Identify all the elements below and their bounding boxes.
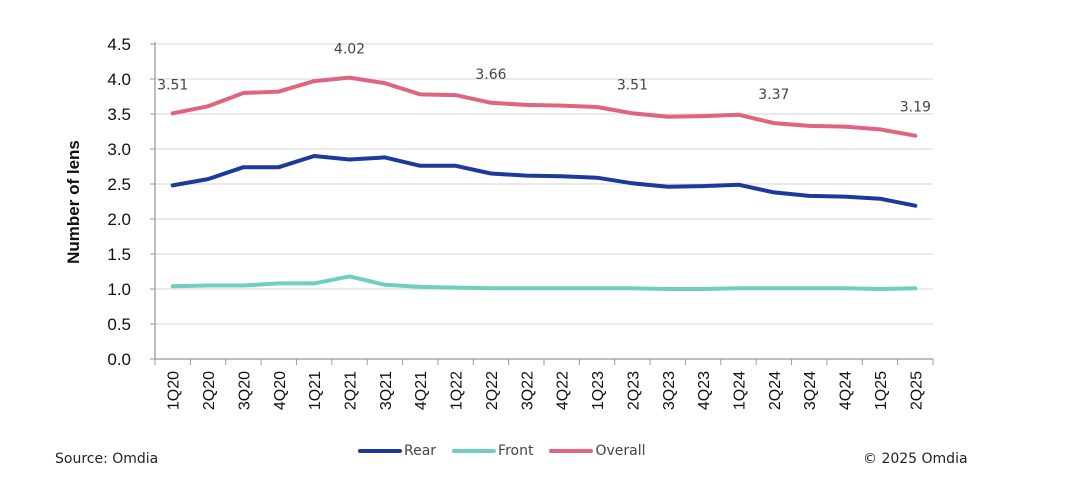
x-tick-label: 1Q22 (449, 371, 466, 410)
series-line-overall (170, 75, 918, 138)
x-tick-label: 3Q23 (661, 371, 678, 410)
y-tick-label: 3.5 (107, 105, 131, 124)
x-tick-label: 2Q21 (343, 371, 360, 410)
data-label: 3.37 (758, 87, 789, 103)
x-tick-label: 3Q21 (378, 371, 395, 410)
legend-label-front: Front (498, 443, 534, 459)
x-tick-label: 1Q21 (307, 371, 324, 410)
line-chart: 0.0 0.5 1.0 1.5 2.0 2.5 3.0 3.5 4.0 4.5 1Q20 2Q20 3… (64, 35, 934, 410)
x-tick-label: 2Q25 (908, 371, 925, 410)
x-tick-label: 1Q24 (732, 371, 749, 410)
legend-label-overall: Overall (595, 443, 646, 459)
x-tick-label: 4Q20 (272, 371, 289, 410)
x-tick-label: 2Q23 (625, 371, 642, 410)
x-tick-label: 4Q22 (555, 371, 572, 410)
legend-swatch-overall (549, 449, 594, 453)
x-tick-label: 1Q20 (166, 371, 183, 410)
y-tick-label: 1.0 (107, 280, 131, 299)
data-label: 3.51 (157, 77, 188, 93)
legend-item-front: Front (452, 443, 533, 459)
data-label: 3.19 (900, 100, 931, 116)
x-tick-label: 4Q21 (413, 371, 430, 410)
legend-label-rear: Rear (404, 443, 437, 459)
legend: Rear Front Overall (358, 443, 662, 459)
x-tick-label: 1Q25 (873, 371, 890, 410)
y-tick-label: 3.0 (107, 140, 131, 159)
legend-swatch-front (452, 449, 497, 453)
x-tick-label: 1Q23 (590, 371, 607, 410)
y-tick-label: 4.5 (107, 35, 131, 54)
x-tick-label: 3Q22 (519, 371, 536, 410)
x-tick-label: 3Q24 (802, 371, 819, 410)
y-axis-ticks: 0.0 0.5 1.0 1.5 2.0 2.5 3.0 3.5 4.0 4.5 (107, 35, 155, 369)
data-label: 4.02 (334, 42, 365, 58)
legend-item-overall: Overall (549, 443, 646, 459)
x-tick-label: 4Q23 (696, 371, 713, 410)
y-tick-label: 4.0 (107, 70, 131, 89)
y-axis-title: Number of lens (64, 140, 83, 264)
series-lines (170, 75, 918, 291)
x-axis-ticks: 1Q20 2Q20 3Q20 4Q20 1Q21 2Q21 3Q21 4Q21 1Q22 2Q22… (154, 359, 934, 410)
data-labels: 3.51 4.02 3.66 3.51 3.37 3.19 (157, 42, 931, 116)
data-label: 3.66 (475, 67, 506, 83)
x-tick-label: 3Q20 (236, 371, 253, 410)
y-tick-label: 1.5 (107, 245, 131, 264)
x-tick-label: 4Q24 (838, 371, 855, 410)
legend-item-rear: Rear (358, 443, 436, 459)
copyright-note: © 2025 Omdia (863, 451, 968, 467)
legend-swatch-rear (358, 449, 402, 453)
gridlines (155, 43, 933, 325)
source-note: Source: Omdia (55, 451, 159, 467)
x-tick-label: 2Q24 (767, 371, 784, 410)
y-tick-label: 0.0 (107, 350, 131, 369)
x-tick-label: 2Q20 (201, 371, 218, 410)
y-tick-label: 0.5 (107, 315, 131, 334)
series-line-front (170, 274, 918, 291)
data-label: 3.51 (617, 77, 648, 93)
x-tick-label: 2Q22 (484, 371, 501, 410)
y-tick-label: 2.0 (107, 210, 131, 229)
series-line-rear (170, 154, 918, 208)
axes (154, 42, 933, 360)
y-tick-label: 2.5 (107, 175, 131, 194)
